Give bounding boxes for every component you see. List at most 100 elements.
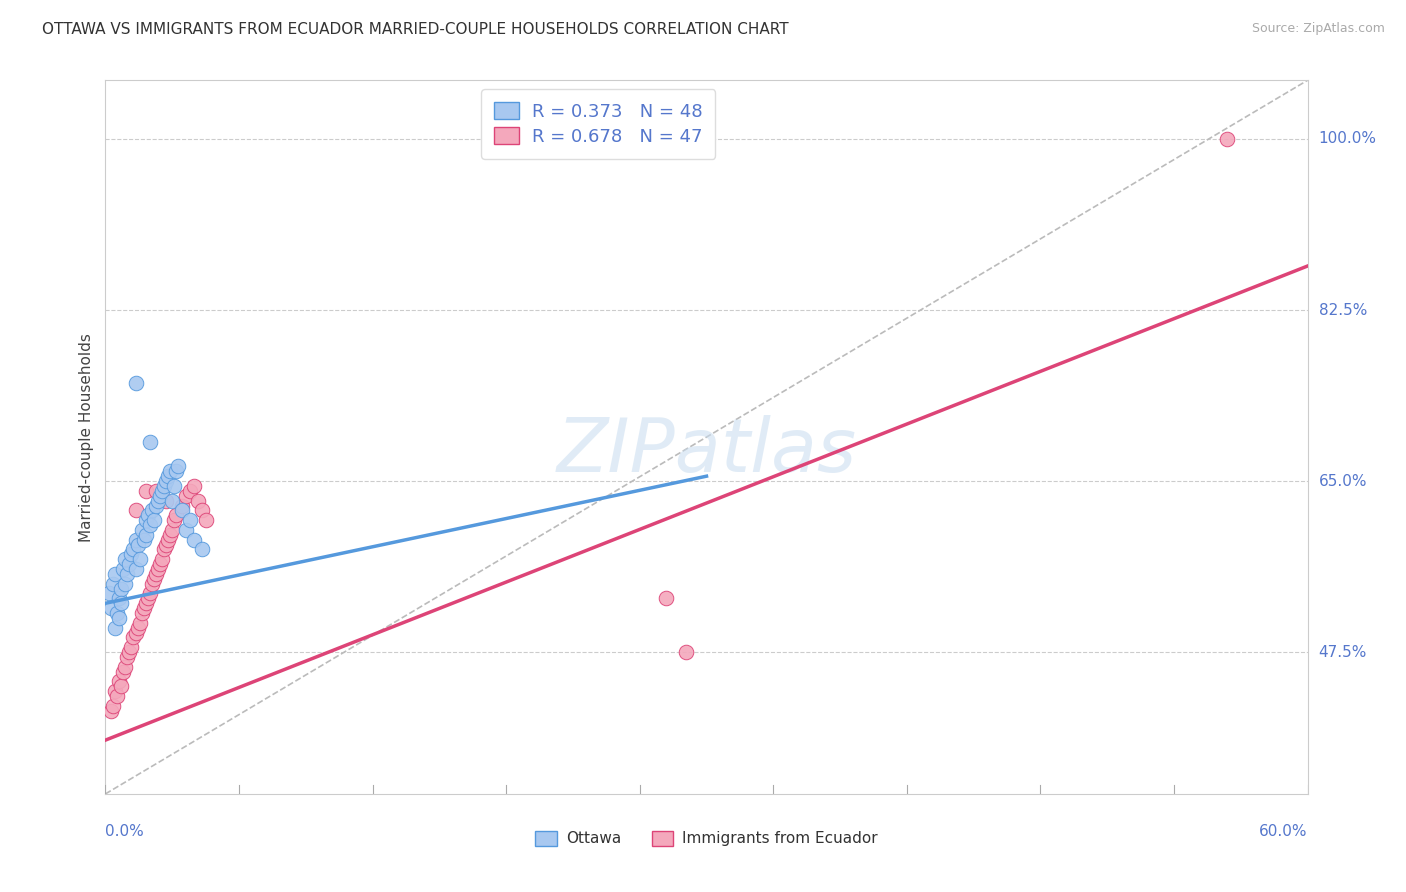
Text: 0.0%: 0.0% bbox=[105, 824, 145, 839]
Text: Source: ZipAtlas.com: Source: ZipAtlas.com bbox=[1251, 22, 1385, 36]
Point bbox=[135, 483, 157, 498]
Point bbox=[141, 503, 163, 517]
Point bbox=[104, 621, 127, 635]
Point bbox=[675, 645, 697, 659]
Point bbox=[117, 650, 139, 665]
Point bbox=[166, 459, 188, 474]
Point bbox=[124, 533, 146, 547]
Point bbox=[150, 552, 173, 566]
Point bbox=[136, 508, 159, 523]
Y-axis label: Married-couple Households: Married-couple Households bbox=[79, 333, 94, 541]
Point bbox=[155, 474, 177, 488]
Point bbox=[159, 464, 181, 478]
Point bbox=[159, 528, 181, 542]
Point bbox=[122, 631, 145, 645]
Point bbox=[138, 518, 160, 533]
Point bbox=[174, 489, 197, 503]
Point bbox=[190, 503, 212, 517]
Point bbox=[131, 523, 153, 537]
Point bbox=[121, 548, 143, 562]
Text: 47.5%: 47.5% bbox=[1319, 645, 1367, 660]
Point bbox=[103, 698, 125, 713]
Point bbox=[117, 566, 139, 581]
Point bbox=[108, 674, 131, 689]
Point bbox=[183, 479, 205, 493]
Text: 100.0%: 100.0% bbox=[1319, 131, 1376, 146]
Point bbox=[132, 533, 155, 547]
Point bbox=[170, 503, 193, 517]
Point bbox=[152, 542, 174, 557]
Point bbox=[138, 434, 160, 449]
Point bbox=[124, 503, 146, 517]
Point bbox=[162, 479, 184, 493]
Point bbox=[107, 689, 129, 703]
Point bbox=[156, 469, 179, 483]
Point bbox=[121, 640, 143, 655]
Point bbox=[655, 591, 678, 606]
Point bbox=[118, 645, 141, 659]
Point bbox=[187, 493, 209, 508]
Point bbox=[179, 513, 201, 527]
Point bbox=[135, 528, 157, 542]
Point bbox=[98, 586, 121, 600]
Point bbox=[135, 513, 157, 527]
Point bbox=[114, 552, 136, 566]
Point bbox=[194, 513, 217, 527]
Point bbox=[124, 625, 146, 640]
Point bbox=[160, 523, 183, 537]
Point bbox=[145, 499, 167, 513]
Text: ZIPatlas: ZIPatlas bbox=[557, 416, 856, 487]
Point bbox=[148, 489, 170, 503]
Point bbox=[100, 601, 122, 615]
Point bbox=[1216, 132, 1239, 146]
Point bbox=[127, 538, 149, 552]
Point bbox=[142, 572, 165, 586]
Point bbox=[174, 523, 197, 537]
Point bbox=[155, 493, 177, 508]
Point bbox=[183, 533, 205, 547]
Point bbox=[160, 493, 183, 508]
Point bbox=[131, 606, 153, 620]
Point bbox=[108, 591, 131, 606]
Point bbox=[104, 566, 127, 581]
Point bbox=[179, 483, 201, 498]
Point bbox=[146, 493, 169, 508]
Point bbox=[146, 562, 169, 576]
Legend: Ottawa, Immigrants from Ecuador: Ottawa, Immigrants from Ecuador bbox=[527, 823, 886, 854]
Point bbox=[112, 562, 135, 576]
Point bbox=[110, 596, 132, 610]
Point bbox=[165, 464, 187, 478]
Point bbox=[124, 376, 146, 391]
Point bbox=[155, 538, 177, 552]
Point bbox=[104, 684, 127, 698]
Point bbox=[132, 601, 155, 615]
Point bbox=[110, 679, 132, 693]
Text: 82.5%: 82.5% bbox=[1319, 302, 1367, 318]
Point bbox=[128, 615, 150, 630]
Point bbox=[145, 566, 167, 581]
Point bbox=[110, 582, 132, 596]
Point bbox=[162, 513, 184, 527]
Point bbox=[138, 586, 160, 600]
Point bbox=[148, 557, 170, 571]
Point bbox=[145, 483, 167, 498]
Point bbox=[150, 483, 173, 498]
Point bbox=[118, 557, 141, 571]
Text: 60.0%: 60.0% bbox=[1260, 824, 1308, 839]
Point bbox=[165, 508, 187, 523]
Point bbox=[128, 552, 150, 566]
Text: 65.0%: 65.0% bbox=[1319, 474, 1367, 489]
Point bbox=[190, 542, 212, 557]
Point bbox=[112, 665, 135, 679]
Point bbox=[170, 499, 193, 513]
Point bbox=[135, 596, 157, 610]
Text: OTTAWA VS IMMIGRANTS FROM ECUADOR MARRIED-COUPLE HOUSEHOLDS CORRELATION CHART: OTTAWA VS IMMIGRANTS FROM ECUADOR MARRIE… bbox=[42, 22, 789, 37]
Point bbox=[124, 562, 146, 576]
Point bbox=[141, 576, 163, 591]
Point bbox=[100, 704, 122, 718]
Point bbox=[107, 606, 129, 620]
Point bbox=[103, 576, 125, 591]
Point bbox=[114, 660, 136, 674]
Point bbox=[108, 611, 131, 625]
Point bbox=[142, 513, 165, 527]
